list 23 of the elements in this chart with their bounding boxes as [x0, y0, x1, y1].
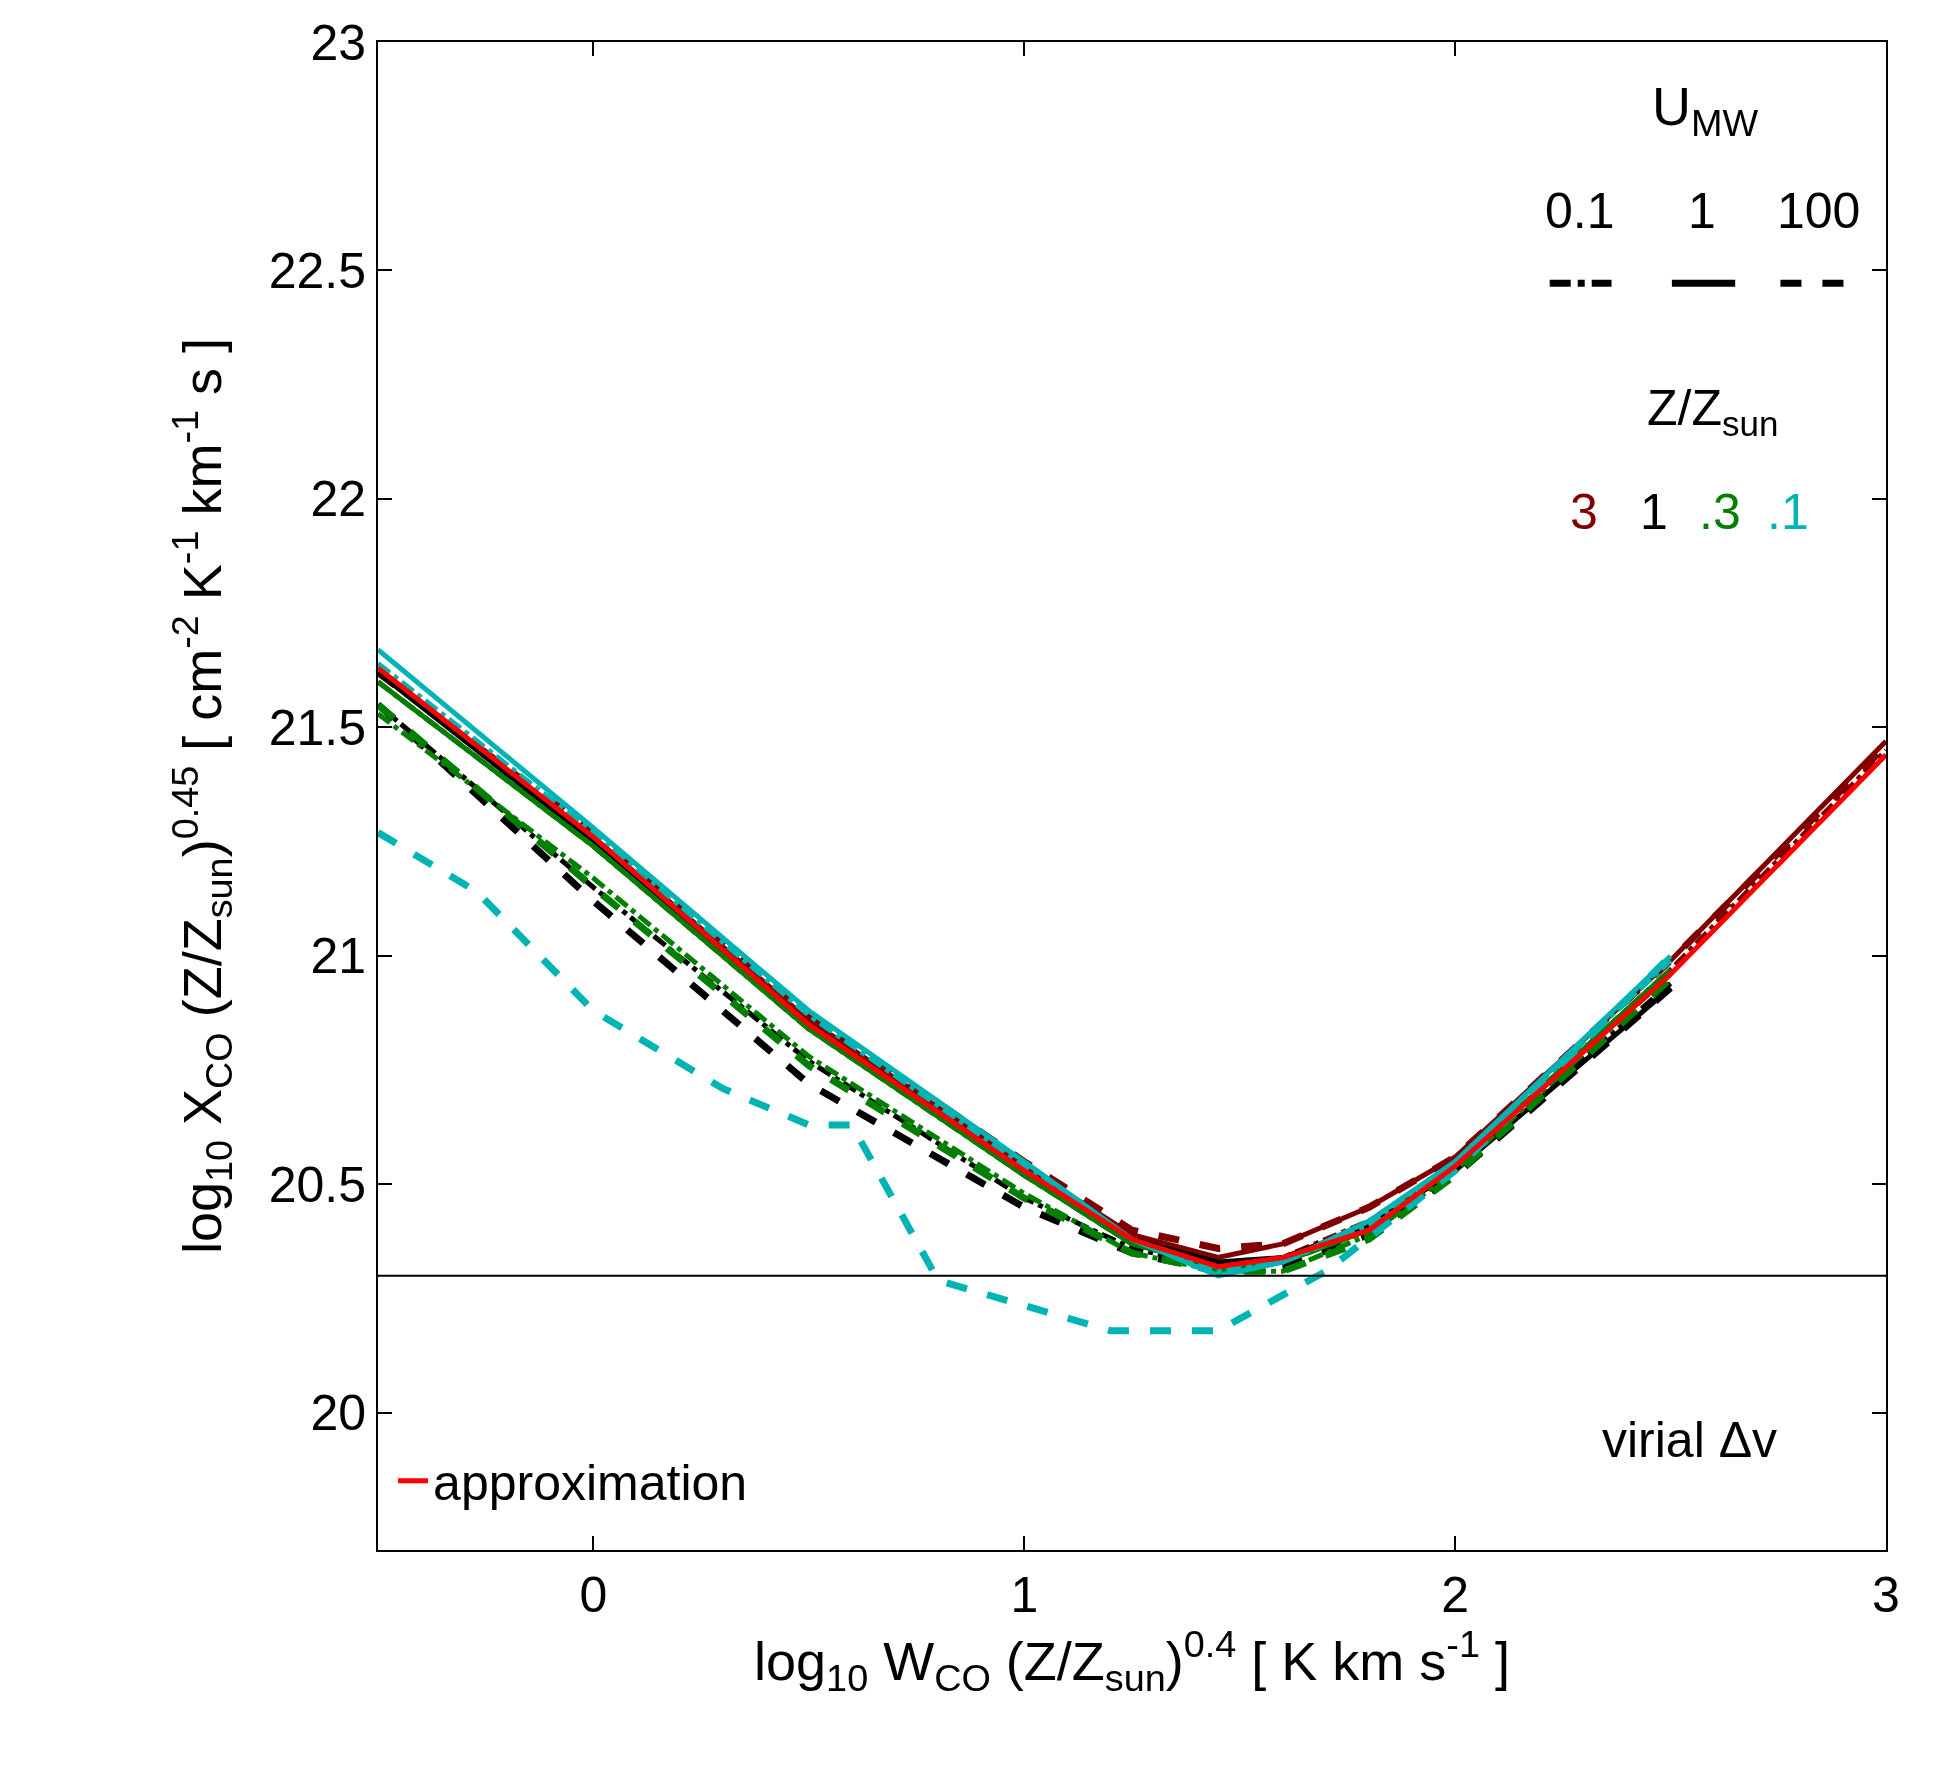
y-tick-label: 20 — [310, 1385, 366, 1442]
annotation: 1 — [1688, 183, 1716, 239]
y-tick-label: 22 — [310, 471, 366, 528]
x-tick-label: 0 — [579, 1567, 608, 1623]
annotation: virial Δv — [1602, 1412, 1778, 1468]
annotation: Z/Z$_{sun}$ — [1647, 380, 1779, 443]
annotation: 0.1 — [1545, 183, 1615, 239]
legend-label: approximation — [433, 1455, 748, 1512]
annotation: U$_{MW}$ — [1652, 76, 1759, 145]
y-tick-label: 23 — [310, 14, 366, 71]
annotation: 100 — [1777, 183, 1861, 239]
x-tick-label: 2 — [1441, 1567, 1470, 1623]
annotation: 1 — [1640, 484, 1668, 540]
y-tick-label: 21.5 — [268, 699, 366, 756]
annotation: .3 — [1699, 484, 1741, 540]
text: log$_{10}$ W$_{CO}$ (Z/Z$_{sun}$)$^{0.4}$ [ K km s$^{-1}$ ] — [754, 1623, 1510, 1700]
x-tick-label: 1 — [1010, 1567, 1039, 1623]
x-tick-label: 3 — [1872, 1567, 1900, 1623]
annotation: .1 — [1767, 484, 1809, 540]
y-tick-label: 21 — [310, 928, 366, 985]
y-tick-label: 22.5 — [268, 242, 366, 299]
y-tick-label: 20.5 — [268, 1156, 366, 1213]
annotation: 3 — [1570, 484, 1598, 540]
